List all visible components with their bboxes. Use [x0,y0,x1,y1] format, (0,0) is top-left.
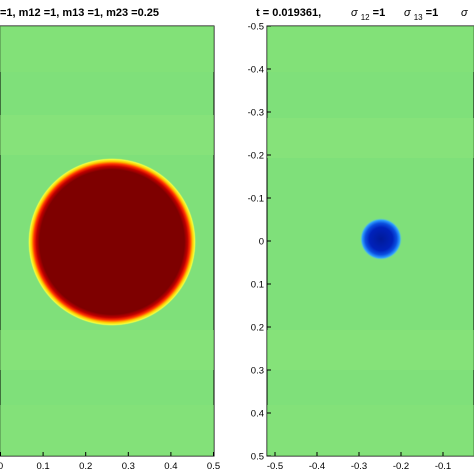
title-time: t = 0.019361, [256,7,321,19]
y-tick-label: 0.3 [251,366,264,377]
left-panel-title: =1, m12 =1, m13 =1, m23 =0.25 [0,7,159,19]
y-tick-label: -0.4 [248,65,264,76]
x-tick-label: -0.5 [267,461,283,472]
right-panel-title: t = 0.019361, σ 12 =1 σ 13 =1 σ [256,7,468,23]
y-tick-label: 0.1 [251,280,264,291]
left-texture-band [0,330,214,370]
y-tick-label: -0.1 [248,194,264,205]
x-tick-label: 0.5 [207,461,220,472]
left-texture-band [0,405,214,456]
x-tick-label: -0.1 [435,461,451,472]
sigma23-symbol: σ [461,7,468,19]
right-x-axis: -0.5-0.4-0.3-0.2-0.10 [267,452,451,472]
right-texture-band [267,26,474,72]
y-tick-label: 0.4 [251,409,264,420]
right-texture-band [267,118,474,158]
x-tick-label: -0.3 [351,461,367,472]
right-y-axis: -0.5 -0.4 -0.3 -0.2 -0.1 0 0.1 0.2 0.3 0.4 0.5 [248,22,271,463]
right-panel: t = 0.019361, σ 12 =1 σ 13 =1 σ -0.5 -0.4… [248,7,474,472]
sigma12-symbol: σ [351,7,358,19]
y-tick-label: 0.2 [251,323,264,334]
y-tick-label: 0 [259,237,264,248]
y-tick-label: -0.2 [248,151,264,162]
left-texture-band [0,115,214,155]
sigma13-symbol: σ [404,7,411,19]
right-blue-disc [360,218,402,260]
sigma13-value: =1 [426,7,439,19]
y-tick-label: -0.5 [248,22,264,33]
left-background-texture [0,26,214,456]
sigma12-subscript: 12 [361,13,370,22]
left-x-axis: 0 0.1 0.2 0.3 0.4 0.5 [0,452,220,472]
left-panel: =1, m12 =1, m13 =1, m23 =0.25 0 0.1 0.2 0.3… [0,7,220,472]
x-tick-label: 0.3 [122,461,135,472]
sigma13-subscript: 13 [414,13,423,22]
x-tick-label: -0.4 [309,461,325,472]
left-red-disc [28,158,196,326]
right-texture-band [267,405,474,456]
y-tick-label: -0.3 [248,108,264,119]
sigma12-value: =1 [373,7,386,19]
x-tick-label: 0 [0,461,3,472]
x-tick-label: 0.4 [164,461,177,472]
y-tick-label: 0.5 [251,452,264,463]
right-background-texture [267,26,474,456]
left-texture-band [0,26,214,72]
x-tick-label: -0.2 [393,461,409,472]
x-tick-label: 0.2 [79,461,92,472]
right-texture-band [267,330,474,370]
x-tick-label: 0.1 [36,461,49,472]
